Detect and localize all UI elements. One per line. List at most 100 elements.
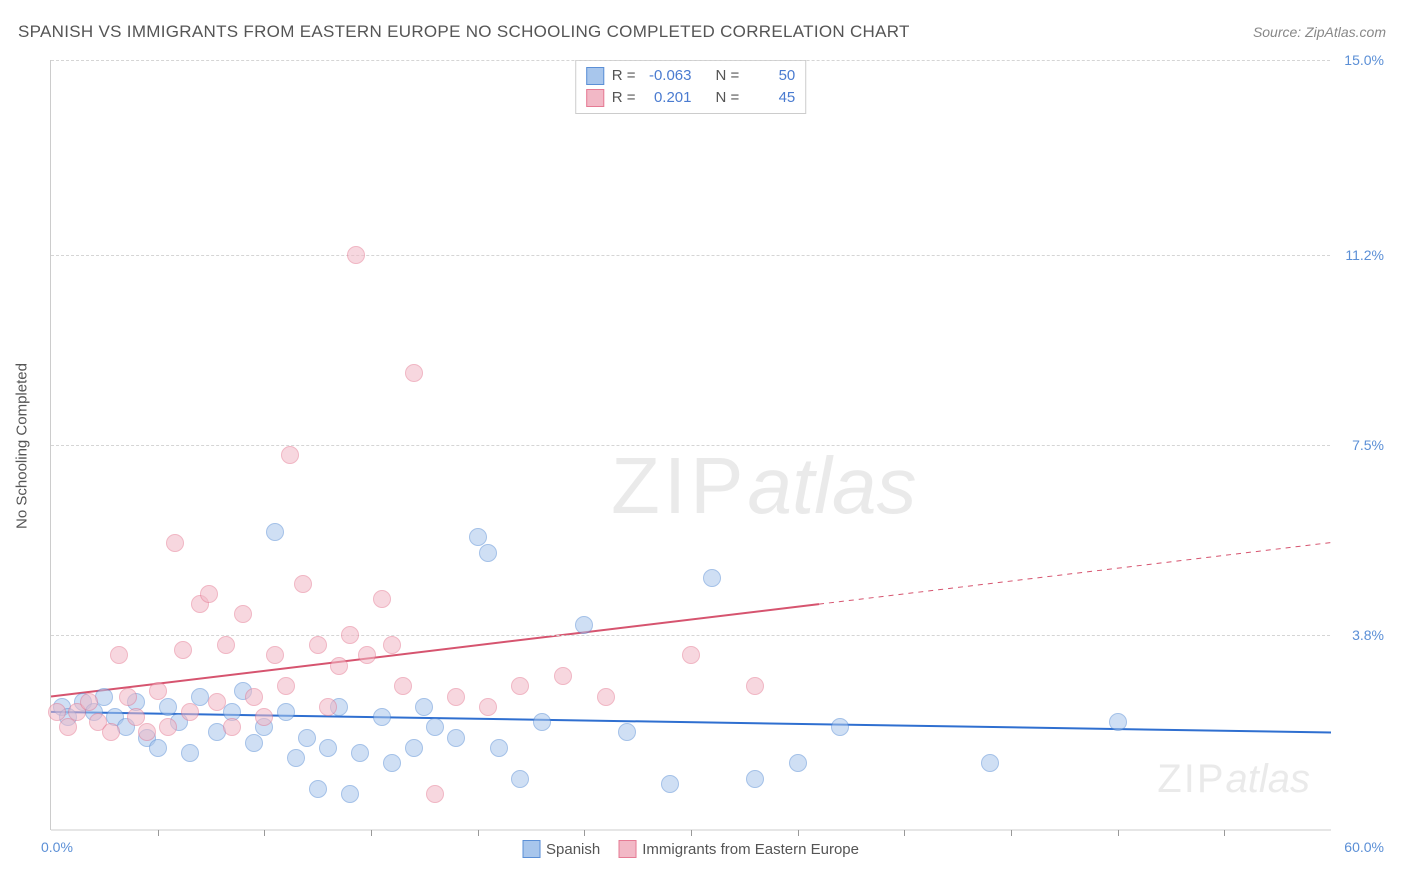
x-tick [904,830,905,836]
x-axis-max-label: 60.0% [1344,839,1384,855]
y-tick-label: 7.5% [1352,437,1384,453]
data-point [373,590,391,608]
data-point [59,718,77,736]
bottom-legend: Spanish Immigrants from Eastern Europe [522,840,859,858]
x-tick [798,830,799,836]
data-point [294,575,312,593]
data-point [159,718,177,736]
data-point [554,667,572,685]
data-point [174,641,192,659]
data-point [309,780,327,798]
data-point [746,677,764,695]
data-point [208,693,226,711]
legend-swatch-series2 [618,840,636,858]
data-point [447,688,465,706]
data-point [200,585,218,603]
data-point [266,646,284,664]
x-tick [264,830,265,836]
data-point [255,708,273,726]
legend-label-series1: Spanish [546,841,600,858]
data-point [319,739,337,757]
data-point [426,718,444,736]
x-tick [691,830,692,836]
data-point [277,677,295,695]
data-point [245,734,263,752]
y-tick-label: 11.2% [1345,247,1384,263]
data-point [149,682,167,700]
data-point [618,723,636,741]
y-tick-label: 3.8% [1352,627,1384,643]
data-point [319,698,337,716]
source-attribution: Source: ZipAtlas.com [1253,24,1386,40]
data-point [330,657,348,675]
data-point [245,688,263,706]
data-point [281,446,299,464]
data-point [1109,713,1127,731]
x-tick [478,830,479,836]
data-point [394,677,412,695]
chart-title: SPANISH VS IMMIGRANTS FROM EASTERN EUROP… [18,22,910,42]
data-point [191,688,209,706]
data-point [661,775,679,793]
data-point [341,626,359,644]
data-point [138,723,156,741]
x-tick [371,830,372,836]
x-axis-min-label: 0.0% [41,839,73,855]
data-point [746,770,764,788]
data-point [181,744,199,762]
data-point [511,770,529,788]
data-point [415,698,433,716]
gridline [51,445,1330,446]
x-tick [1118,830,1119,836]
data-point [405,364,423,382]
gridline [51,635,1330,636]
data-point [110,646,128,664]
legend-item-series1: Spanish [522,840,600,858]
y-tick-label: 15.0% [1344,52,1384,68]
data-point [309,636,327,654]
data-point [405,739,423,757]
x-tick [1011,830,1012,836]
y-axis-label: No Schooling Completed [14,363,31,529]
data-point [298,729,316,747]
legend-swatch-series1 [522,840,540,858]
data-point [479,698,497,716]
data-point [682,646,700,664]
data-point [383,636,401,654]
data-point [447,729,465,747]
data-point [80,693,98,711]
data-point [181,703,199,721]
data-point [341,785,359,803]
data-point [511,677,529,695]
x-tick [584,830,585,836]
data-point [981,754,999,772]
regression-line [51,604,819,696]
data-point [831,718,849,736]
data-point [533,713,551,731]
chart-plot-area: R = -0.063 N = 50 R = 0.201 N = 45 Spani… [50,60,1330,830]
data-point [347,246,365,264]
data-point [149,739,167,757]
data-point [426,785,444,803]
data-point [490,739,508,757]
x-tick [1224,830,1225,836]
data-point [266,523,284,541]
data-point [277,703,295,721]
data-point [597,688,615,706]
data-point [575,616,593,634]
data-point [217,636,235,654]
data-point [102,723,120,741]
data-point [166,534,184,552]
gridline [51,60,1330,61]
legend-item-series2: Immigrants from Eastern Europe [618,840,859,858]
data-point [287,749,305,767]
data-point [479,544,497,562]
regression-line [51,712,1331,733]
data-point [703,569,721,587]
data-point [223,718,241,736]
data-point [119,688,137,706]
legend-label-series2: Immigrants from Eastern Europe [642,841,859,858]
data-point [373,708,391,726]
data-point [358,646,376,664]
x-tick [158,830,159,836]
